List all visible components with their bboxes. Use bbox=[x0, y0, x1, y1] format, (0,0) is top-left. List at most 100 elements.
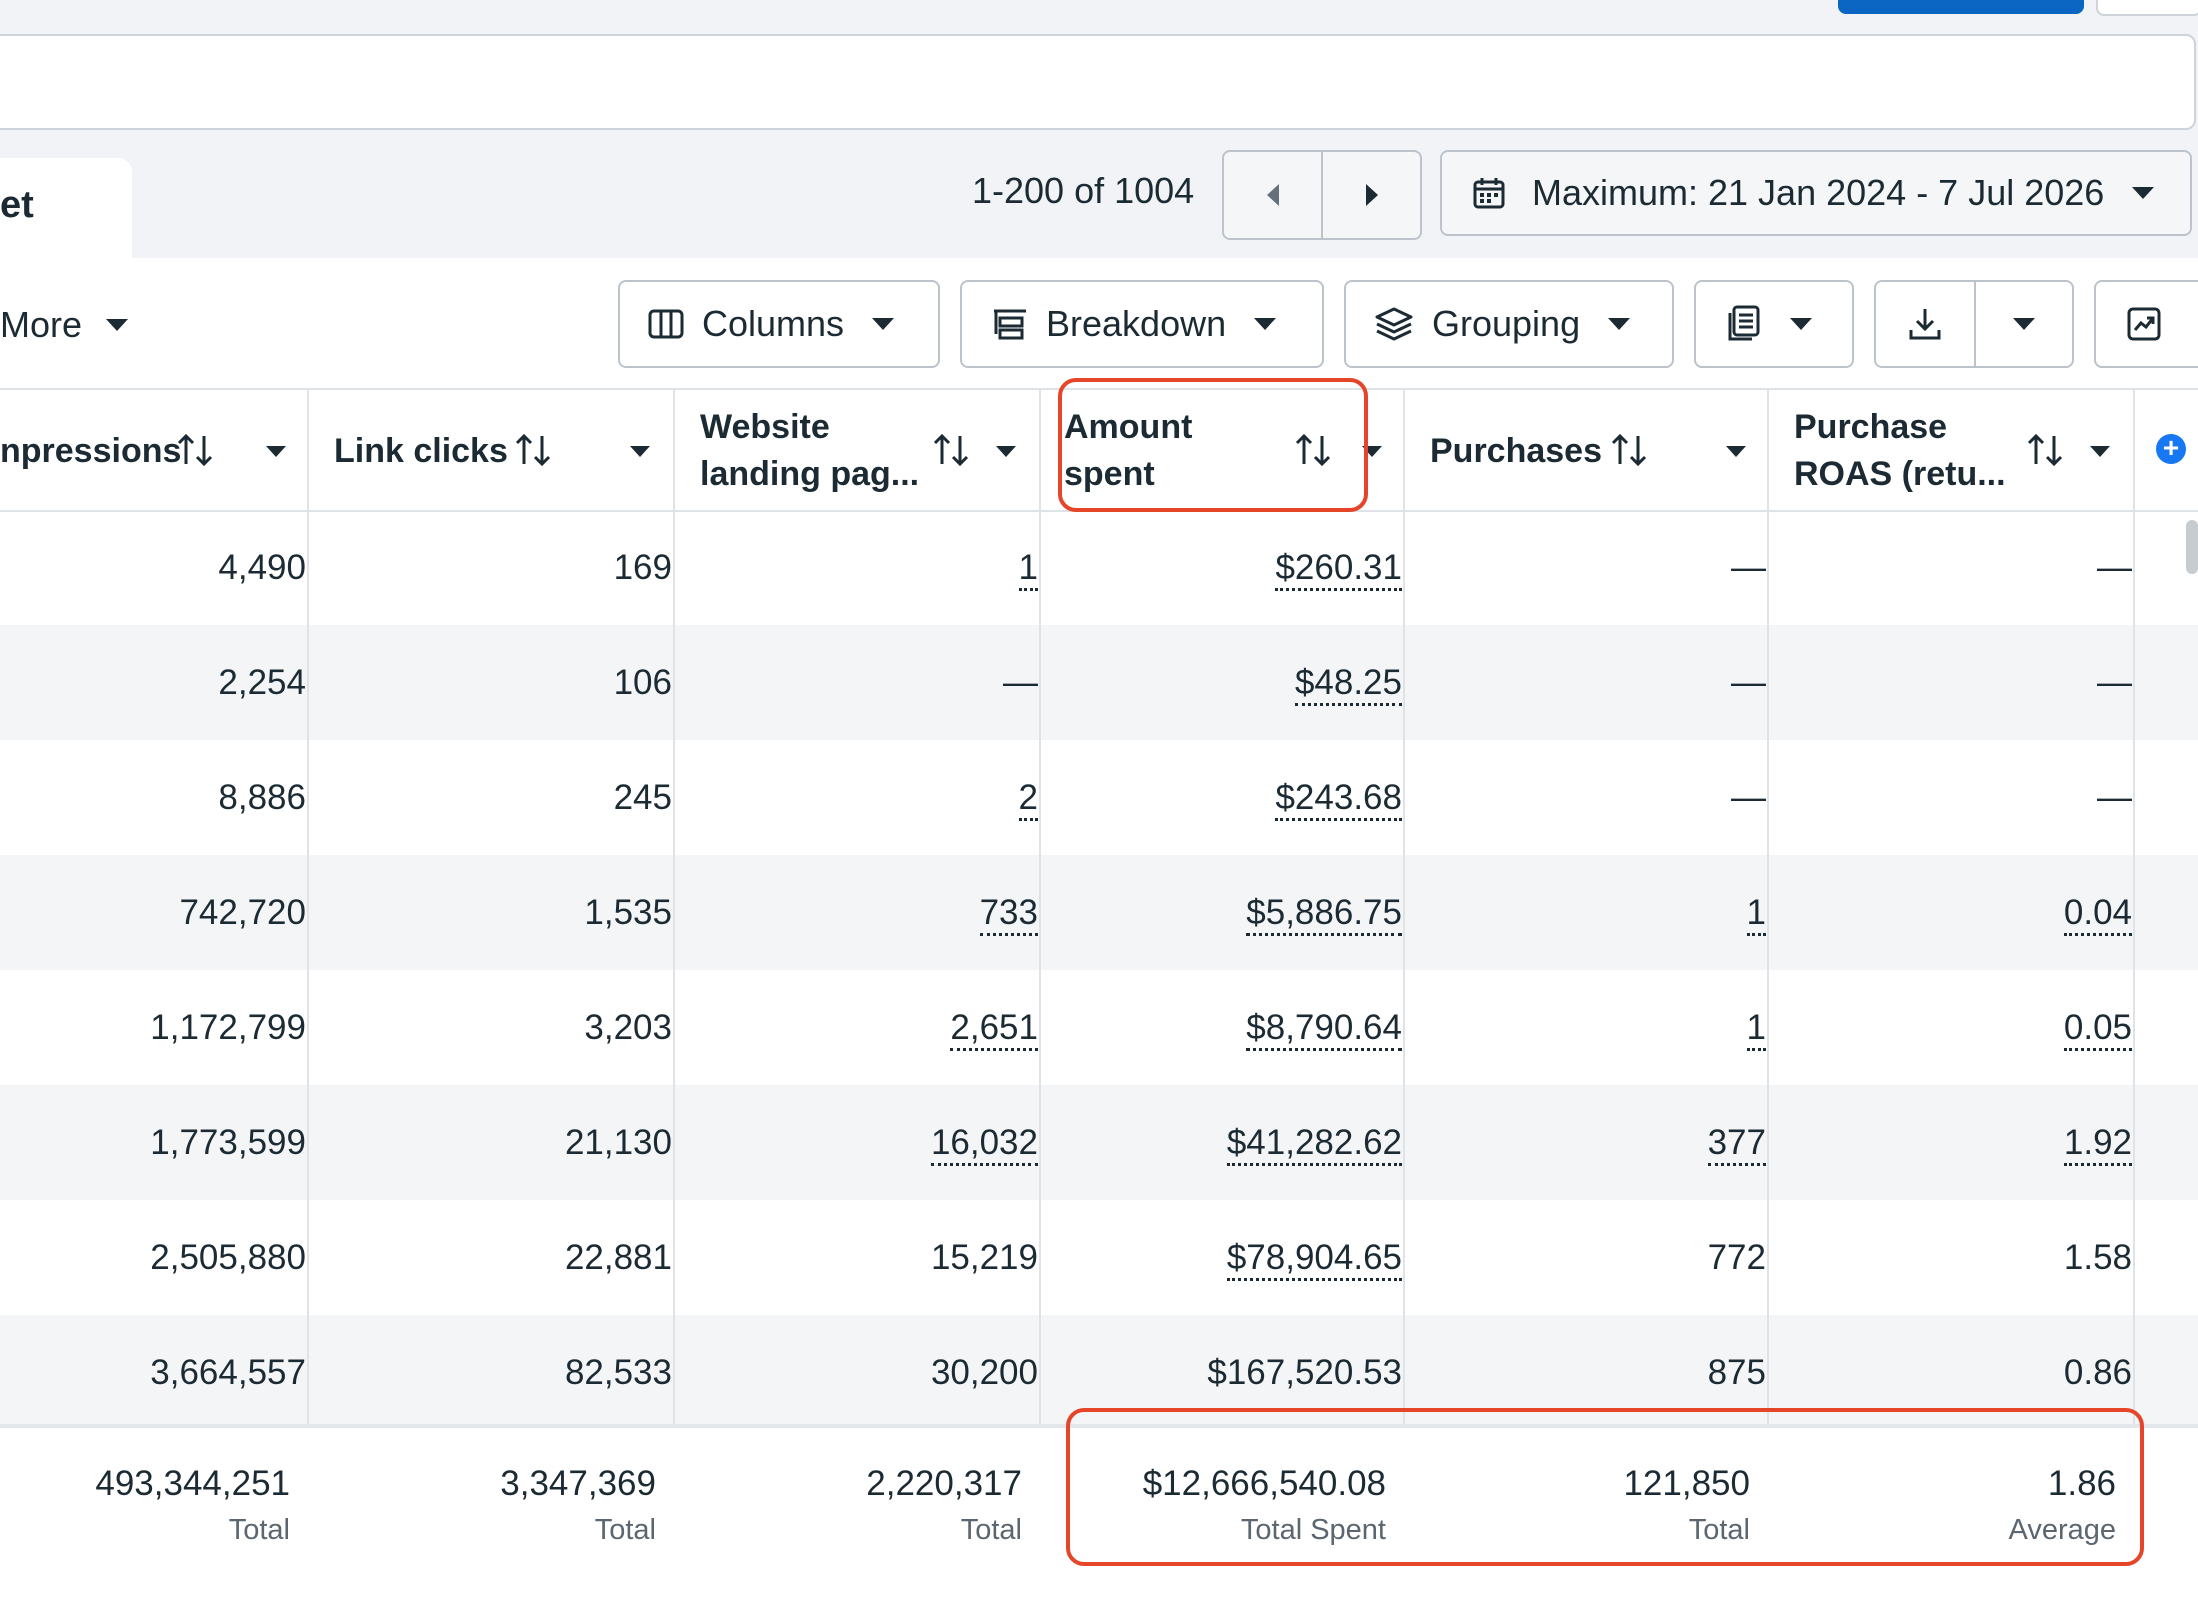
cell-value[interactable]: 1 bbox=[1018, 548, 1038, 591]
cell-value[interactable]: $243.68 bbox=[1275, 778, 1402, 821]
cell-landing[interactable]: 733 bbox=[979, 855, 1038, 970]
cell-link-clicks: 169 bbox=[614, 510, 672, 625]
column-title: Link clicks bbox=[334, 432, 508, 470]
cell-value: 106 bbox=[613, 663, 672, 702]
cell-link-clicks: 82,533 bbox=[565, 1315, 672, 1430]
table-row[interactable]: 4,490 169 1 $260.31 — — bbox=[0, 510, 2198, 625]
column-header-amount-spent[interactable]: Amount spent bbox=[1040, 390, 1404, 510]
cell-amount[interactable]: $48.25 bbox=[1294, 625, 1402, 740]
next-page-button[interactable] bbox=[1321, 152, 1420, 238]
secondary-action-button[interactable] bbox=[2096, 0, 2198, 16]
table-row[interactable]: 1,172,799 3,203 2,651 $8,790.64 1 0.05 bbox=[0, 970, 2198, 1085]
grouping-button[interactable]: Grouping bbox=[1344, 280, 1674, 368]
cell-value[interactable]: 1 bbox=[1746, 893, 1766, 936]
cell-amount[interactable]: $41,282.62 bbox=[1226, 1085, 1402, 1200]
cell-amount[interactable]: $243.68 bbox=[1275, 740, 1402, 855]
cell-value: 1,773,599 bbox=[150, 1123, 306, 1162]
date-range-picker[interactable]: Maximum: 21 Jan 2024 - 7 Jul 2026 bbox=[1440, 150, 2192, 236]
chevron-down-icon[interactable] bbox=[2090, 446, 2110, 457]
cell-amount: $167,520.53 bbox=[1207, 1315, 1402, 1430]
sort-icon[interactable] bbox=[1294, 432, 1334, 468]
cell-value[interactable]: 2,651 bbox=[950, 1008, 1038, 1051]
table-row[interactable]: 742,720 1,535 733 $5,886.75 1 0.04 bbox=[0, 855, 2198, 970]
tab-active[interactable]: et bbox=[0, 158, 132, 268]
chevron-down-icon[interactable] bbox=[1726, 446, 1746, 457]
sort-icon[interactable] bbox=[2026, 432, 2066, 468]
cell-roas[interactable]: 0.05 bbox=[2063, 970, 2132, 1085]
export-button-group bbox=[1874, 280, 2074, 368]
reports-button[interactable] bbox=[1694, 280, 1854, 368]
sort-icon[interactable] bbox=[932, 432, 972, 468]
column-title: Website landing pag... bbox=[700, 404, 919, 498]
export-options-button[interactable] bbox=[1976, 282, 2072, 366]
cell-landing[interactable]: 16,032 bbox=[930, 1085, 1038, 1200]
cell-landing[interactable]: 2,651 bbox=[950, 970, 1038, 1085]
export-button[interactable] bbox=[1876, 282, 1976, 366]
cell-amount[interactable]: $78,904.65 bbox=[1226, 1200, 1402, 1315]
table-row[interactable]: 1,773,599 21,130 16,032 $41,282.62 377 1.92 bbox=[0, 1085, 2198, 1200]
more-button[interactable]: More bbox=[0, 304, 129, 346]
cell-roas[interactable]: 1.92 bbox=[2063, 1085, 2132, 1200]
cell-amount[interactable]: $8,790.64 bbox=[1246, 970, 1402, 1085]
chevron-down-icon[interactable] bbox=[996, 446, 1016, 457]
cell-value[interactable]: $78,904.65 bbox=[1226, 1238, 1402, 1281]
chevron-down-icon[interactable] bbox=[630, 446, 650, 457]
reports-icon bbox=[1728, 305, 1760, 341]
search-filter-bar[interactable] bbox=[0, 34, 2196, 130]
cell-impressions: 3,664,557 bbox=[150, 1315, 306, 1430]
cell-value[interactable]: 1.92 bbox=[2063, 1123, 2132, 1166]
breakdown-label: Breakdown bbox=[1046, 303, 1227, 344]
chevron-down-icon bbox=[872, 318, 895, 330]
chevron-down-icon bbox=[1254, 318, 1277, 330]
cell-amount[interactable]: $5,886.75 bbox=[1246, 855, 1402, 970]
cell-value[interactable]: 0.05 bbox=[2063, 1008, 2132, 1051]
total-landing-value: 2,220,317 bbox=[866, 1464, 1022, 1503]
cell-value[interactable]: $5,886.75 bbox=[1246, 893, 1402, 936]
cell-roas: 0.86 bbox=[2064, 1315, 2132, 1430]
cell-value[interactable]: 16,032 bbox=[930, 1123, 1038, 1166]
cell-purchases[interactable]: 1 bbox=[1746, 855, 1766, 970]
cell-purchases[interactable]: 1 bbox=[1746, 970, 1766, 1085]
cell-value: 3,664,557 bbox=[150, 1353, 306, 1392]
more-label: More bbox=[0, 304, 83, 345]
cell-impressions: 1,172,799 bbox=[150, 970, 306, 1085]
primary-action-button[interactable] bbox=[1838, 0, 2084, 14]
add-column-icon[interactable]: + bbox=[2156, 434, 2186, 464]
sort-icon[interactable] bbox=[1610, 432, 1650, 468]
vertical-scrollbar[interactable] bbox=[2186, 520, 2198, 574]
cell-roas[interactable]: 0.04 bbox=[2063, 855, 2132, 970]
column-header-impressions[interactable]: npressions bbox=[0, 390, 308, 510]
charts-button[interactable] bbox=[2094, 280, 2198, 368]
cell-amount[interactable]: $260.31 bbox=[1275, 510, 1402, 625]
column-header-purchase-roas[interactable]: Purchase ROAS (retu... bbox=[1768, 390, 2134, 510]
table-row[interactable]: 2,505,880 22,881 15,219 $78,904.65 772 1.58 bbox=[0, 1200, 2198, 1315]
cell-value[interactable]: 377 bbox=[1707, 1123, 1766, 1166]
cell-value[interactable]: $8,790.64 bbox=[1246, 1008, 1402, 1051]
cell-value[interactable]: 2 bbox=[1018, 778, 1038, 821]
breakdown-button[interactable]: Breakdown bbox=[960, 280, 1324, 368]
chevron-down-icon[interactable] bbox=[1362, 446, 1382, 457]
cell-value: 1,535 bbox=[584, 893, 672, 932]
sort-icon[interactable] bbox=[176, 432, 216, 468]
cell-landing[interactable]: 1 bbox=[1018, 510, 1038, 625]
cell-purchases[interactable]: 377 bbox=[1707, 1085, 1766, 1200]
prev-page-button[interactable] bbox=[1224, 152, 1321, 238]
column-header-link-clicks[interactable]: Link clicks bbox=[308, 390, 674, 510]
column-header-website-landing[interactable]: Website landing pag... bbox=[674, 390, 1040, 510]
sort-icon[interactable] bbox=[514, 432, 554, 468]
cell-value[interactable]: 0.04 bbox=[2063, 893, 2132, 936]
cell-value[interactable]: 733 bbox=[979, 893, 1038, 936]
columns-button[interactable]: Columns bbox=[618, 280, 940, 368]
column-divider bbox=[2133, 390, 2135, 1594]
total-roas-label: Average bbox=[2008, 1514, 2117, 1546]
cell-value[interactable]: $260.31 bbox=[1275, 548, 1402, 591]
chevron-down-icon[interactable] bbox=[266, 446, 286, 457]
table-row[interactable]: 2,254 106 — $48.25 — — bbox=[0, 625, 2198, 740]
cell-landing[interactable]: 2 bbox=[1018, 740, 1038, 855]
cell-value[interactable]: $41,282.62 bbox=[1226, 1123, 1402, 1166]
chevron-left-icon bbox=[1266, 184, 1279, 206]
cell-value[interactable]: $48.25 bbox=[1294, 663, 1402, 706]
cell-value[interactable]: 1 bbox=[1746, 1008, 1766, 1051]
table-row[interactable]: 8,886 245 2 $243.68 — — bbox=[0, 740, 2198, 855]
column-header-purchases[interactable]: Purchases bbox=[1404, 390, 1768, 510]
